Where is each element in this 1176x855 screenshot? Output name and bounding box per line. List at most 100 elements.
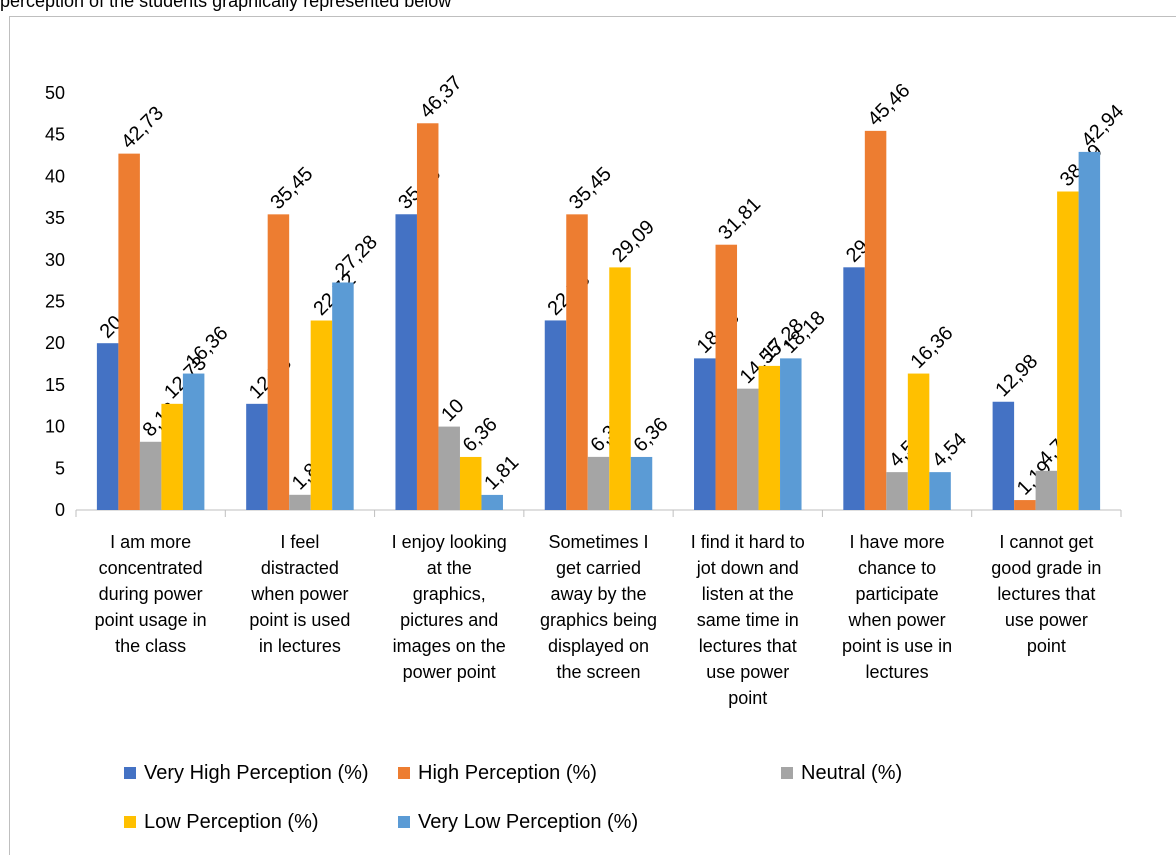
category-label-line: concentrated <box>99 558 203 578</box>
category-label-line: listen at the <box>702 584 794 604</box>
legend-entry: Very Low Perception (%) <box>418 811 638 833</box>
legend-swatch <box>398 816 410 828</box>
category-label-line: Sometimes I <box>548 532 648 552</box>
data-label: 35,45 <box>266 163 317 214</box>
bar <box>609 267 631 510</box>
category-label-line: point is used <box>249 610 350 630</box>
bar <box>544 320 567 510</box>
data-label: 42,94 <box>1077 100 1128 151</box>
category-label-line: good grade in <box>991 558 1101 578</box>
legend-swatch <box>124 816 136 828</box>
legend-entry: Low Perception (%) <box>144 811 319 833</box>
y-tick-label: 35 <box>45 208 65 228</box>
category-label: I find it hard to jot down and listen at t… <box>691 532 805 708</box>
legend-swatch <box>781 767 793 779</box>
category-label-line: I find it hard to <box>691 532 805 552</box>
category-label: I am more concentrated during power point u… <box>95 532 207 656</box>
category-label-line: get carried <box>556 558 641 578</box>
bar <box>267 214 290 511</box>
category-label: I have more chance to participate when powe… <box>842 532 952 682</box>
bar <box>332 282 354 510</box>
data-label: 6,36 <box>459 413 502 456</box>
category-label-line: at the <box>427 558 472 578</box>
data-label: 29,09 <box>608 216 659 267</box>
y-tick-label: 25 <box>45 292 65 312</box>
category-label-line: I have more <box>850 532 945 552</box>
y-tick-label: 0 <box>55 500 65 520</box>
data-label: 27,28 <box>331 231 382 282</box>
bar <box>139 441 162 510</box>
data-label: 16,36 <box>907 322 958 373</box>
bar <box>481 494 503 510</box>
bar <box>96 343 119 510</box>
category-label-line: use power <box>706 662 789 682</box>
bar <box>929 472 951 510</box>
y-tick-label: 20 <box>45 333 65 353</box>
bar <box>438 426 460 510</box>
category-label-line: use power <box>1005 610 1088 630</box>
y-tick-label: 15 <box>45 375 65 395</box>
category-label-line: participate <box>856 584 939 604</box>
legend-entry: High Perception (%) <box>418 762 597 784</box>
bar <box>587 456 610 510</box>
category-label-line: point <box>728 688 767 708</box>
category-label-line: distracted <box>261 558 339 578</box>
y-tick-label: 50 <box>45 83 65 103</box>
legend-entry: Neutral (%) <box>801 762 902 784</box>
category-label-line: chance to <box>858 558 936 578</box>
bar <box>630 456 653 510</box>
data-label: 42,73 <box>117 102 168 153</box>
bar <box>780 358 802 510</box>
category-label-line: I feel <box>280 532 319 552</box>
bar <box>864 130 887 511</box>
data-label: 35,45 <box>565 163 616 214</box>
category-label-line: graphics being <box>540 610 657 630</box>
category-label: Sometimes I get carried away by the graphic… <box>540 532 657 682</box>
legend-swatch <box>398 767 410 779</box>
data-label: 12,98 <box>991 350 1042 401</box>
legend-swatch <box>124 767 136 779</box>
bar <box>310 320 333 510</box>
bar <box>416 123 439 510</box>
category-label-line: pictures and <box>400 610 498 630</box>
category-label-line: point usage in <box>95 610 207 630</box>
category-label-line: images on the <box>393 636 506 656</box>
category-label-line: I am more <box>110 532 191 552</box>
bar <box>161 403 183 510</box>
y-tick-label: 30 <box>45 250 65 270</box>
category-label-line: away by the <box>550 584 646 604</box>
bar <box>289 494 311 510</box>
bar <box>566 214 588 511</box>
category-label-line: I enjoy looking <box>392 532 507 552</box>
y-tick-label: 10 <box>45 417 65 437</box>
bar <box>758 365 781 510</box>
category-label-line: during power <box>99 584 203 604</box>
y-tick-label: 45 <box>45 125 65 145</box>
bar <box>1078 151 1101 510</box>
category-label-line: power point <box>403 662 496 682</box>
category-label-line: lectures that <box>699 636 797 656</box>
data-label: 10 <box>437 395 468 426</box>
category-label-line: displayed on <box>548 636 649 656</box>
bar <box>459 456 482 510</box>
category-label-line: lectures that <box>997 584 1095 604</box>
bar <box>886 472 908 510</box>
category-label-line: point is use in <box>842 636 952 656</box>
data-label: 45,46 <box>864 79 915 130</box>
bar <box>246 403 268 510</box>
data-label: 4,54 <box>928 429 971 472</box>
category-label-line: when power <box>250 584 348 604</box>
bar <box>843 267 865 510</box>
y-tick-label: 40 <box>45 166 65 186</box>
bar <box>118 153 140 510</box>
bar <box>694 358 716 510</box>
category-label: I cannot get good grade in lectures that us… <box>991 532 1101 656</box>
data-label: 31,81 <box>714 193 765 244</box>
bar <box>182 373 205 510</box>
category-label-line: I cannot get <box>999 532 1093 552</box>
category-label-line: point <box>1027 636 1066 656</box>
bar <box>715 244 738 511</box>
category-label-line: jot down and <box>696 558 799 578</box>
category-label-line: lectures <box>866 662 929 682</box>
